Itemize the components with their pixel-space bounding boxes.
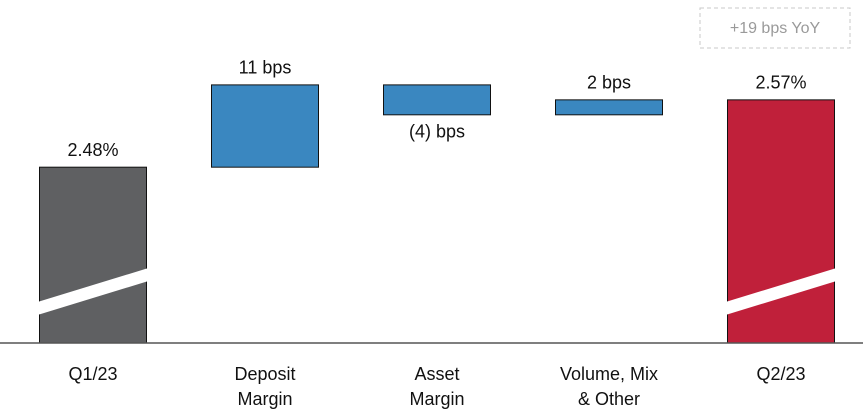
x-tick-label: Volume, Mix (560, 364, 658, 384)
x-tick-label: & Other (578, 389, 640, 409)
value-label: 11 bps (239, 58, 292, 78)
annotation: +19 bps YoY (730, 20, 821, 37)
axis-break (725, 268, 837, 315)
bar (383, 84, 491, 116)
x-tick-label: Margin (409, 389, 464, 409)
value-label: 2 bps (587, 73, 631, 93)
x-tick-label: Q2/23 (756, 364, 805, 384)
x-tick-label: Q1/23 (68, 364, 117, 384)
bar (39, 166, 147, 344)
value-label: (4) bps (409, 122, 465, 142)
bar (555, 99, 663, 116)
value-label: 2.48% (67, 140, 118, 160)
value-label: 2.57% (755, 73, 806, 93)
bar (211, 84, 319, 168)
x-tick-label: Asset (414, 364, 459, 384)
x-tick-label: Margin (237, 389, 292, 409)
annotation-box (699, 7, 851, 49)
axis-break (37, 268, 149, 315)
x-tick-label: Deposit (234, 364, 295, 384)
